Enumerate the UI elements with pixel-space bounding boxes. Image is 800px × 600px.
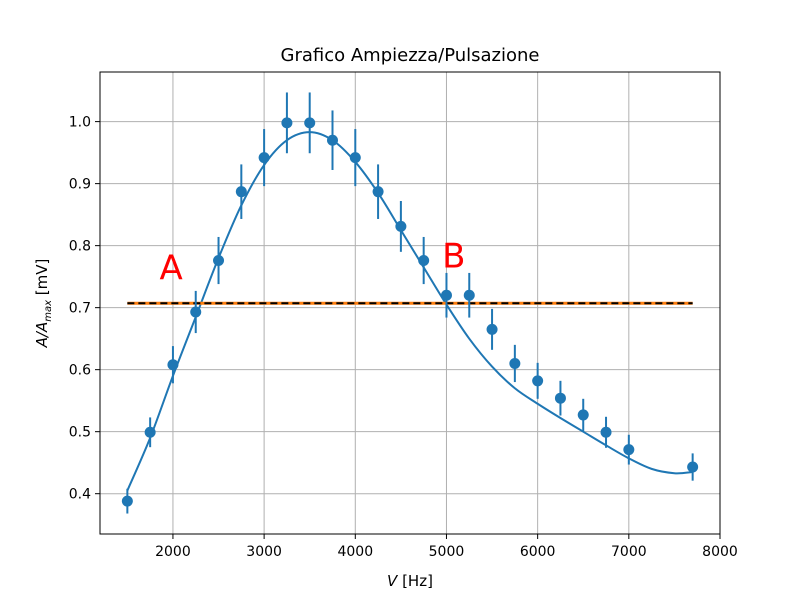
data-point (395, 220, 407, 232)
x-tick-label: 4000 (337, 544, 373, 560)
data-point (121, 495, 133, 507)
data-point (349, 152, 361, 164)
data-point (144, 426, 156, 438)
data-point (372, 186, 384, 198)
annotation-label: B (442, 236, 465, 276)
x-tick-label: 5000 (429, 544, 465, 560)
x-tick-label: 2000 (155, 544, 191, 560)
data-point (190, 306, 202, 318)
data-point (687, 461, 699, 473)
data-point (235, 186, 247, 198)
x-axis-label-unit: [Hz] (397, 572, 433, 590)
x-tick-label: 3000 (246, 544, 282, 560)
data-point (167, 359, 179, 371)
data-point (600, 426, 612, 438)
y-tick-label: 0.7 (69, 301, 91, 317)
data-point (554, 392, 566, 404)
y-tick-label: 0.9 (69, 177, 91, 193)
x-tick-label: 6000 (520, 544, 556, 560)
data-point (623, 444, 635, 456)
plot-frame (99, 71, 721, 535)
data-point (213, 255, 225, 267)
data-point (440, 289, 452, 301)
data-point (463, 289, 475, 301)
data-point (532, 375, 544, 387)
y-tick-label: 0.4 (69, 487, 91, 503)
y-axis-label: A/Amax [mV] (33, 259, 54, 349)
axis-ticks: 2000 3000 4000 5000 6000 7000 8000 0.4 0.5 0.6 0.7… (69, 115, 738, 560)
data-point (577, 409, 589, 421)
y-tick-label: 0.8 (69, 239, 91, 255)
y-tick-label: 0.5 (69, 425, 91, 441)
y-axis-label-sub: max (43, 300, 54, 322)
data-point (418, 255, 430, 267)
chart-title: Grafico Ampiezza/Pulsazione (281, 45, 540, 66)
x-axis-label: V [Hz] (387, 572, 433, 590)
data-point (281, 117, 293, 129)
data-point (509, 357, 521, 369)
data-point (327, 134, 338, 146)
data-point (486, 323, 498, 335)
y-tick-label: 0.6 (69, 363, 91, 379)
y-axis-label-unit: [mV] (33, 259, 51, 300)
data-point (304, 117, 316, 129)
annotation-label: A (159, 249, 182, 289)
x-tick-label: 7000 (611, 544, 647, 560)
y-tick-label: 1.0 (69, 115, 91, 131)
x-axis-label-main: V (387, 572, 399, 590)
x-tick-label: 8000 (702, 544, 738, 560)
data-point (258, 152, 270, 164)
y-axis-label-base: A/A (33, 322, 51, 349)
